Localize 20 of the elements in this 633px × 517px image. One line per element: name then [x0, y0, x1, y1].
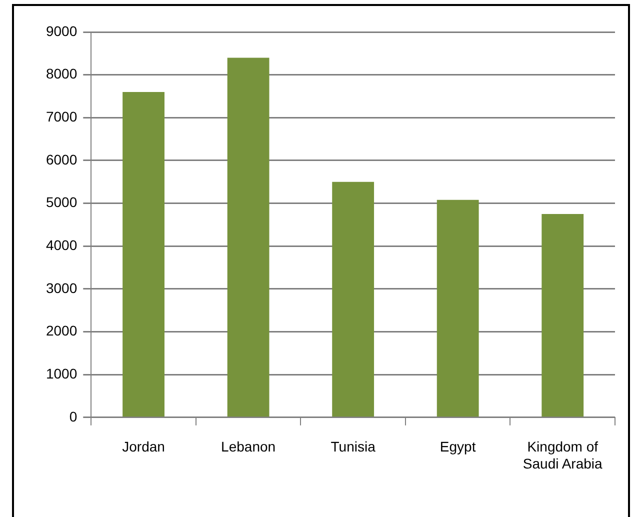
y-tick-label: 9000 [46, 22, 78, 39]
bar [436, 200, 479, 417]
x-tick-label: Kingdom of Saudi Arabia [522, 438, 603, 472]
y-tick-label: 8000 [46, 66, 78, 82]
x-tick-label: Jordan [122, 438, 165, 455]
y-tick-label: 4000 [46, 236, 78, 253]
x-tick-label: Tunisia [330, 438, 376, 455]
y-tick-label: 7000 [46, 108, 78, 125]
y-tick-label: 6000 [46, 151, 78, 168]
bar [332, 182, 374, 417]
bar [122, 92, 164, 417]
x-tick-label: Egypt [440, 438, 476, 455]
bar [227, 58, 270, 417]
y-tick-label: 5000 [46, 194, 78, 210]
y-tick-label: 1000 [46, 365, 78, 382]
y-tick-label: 2000 [46, 322, 78, 339]
x-tick-label: Lebanon [221, 438, 276, 455]
y-tick-label: 0 [69, 408, 78, 424]
bar [542, 214, 584, 417]
y-tick-label: 3000 [46, 280, 78, 296]
